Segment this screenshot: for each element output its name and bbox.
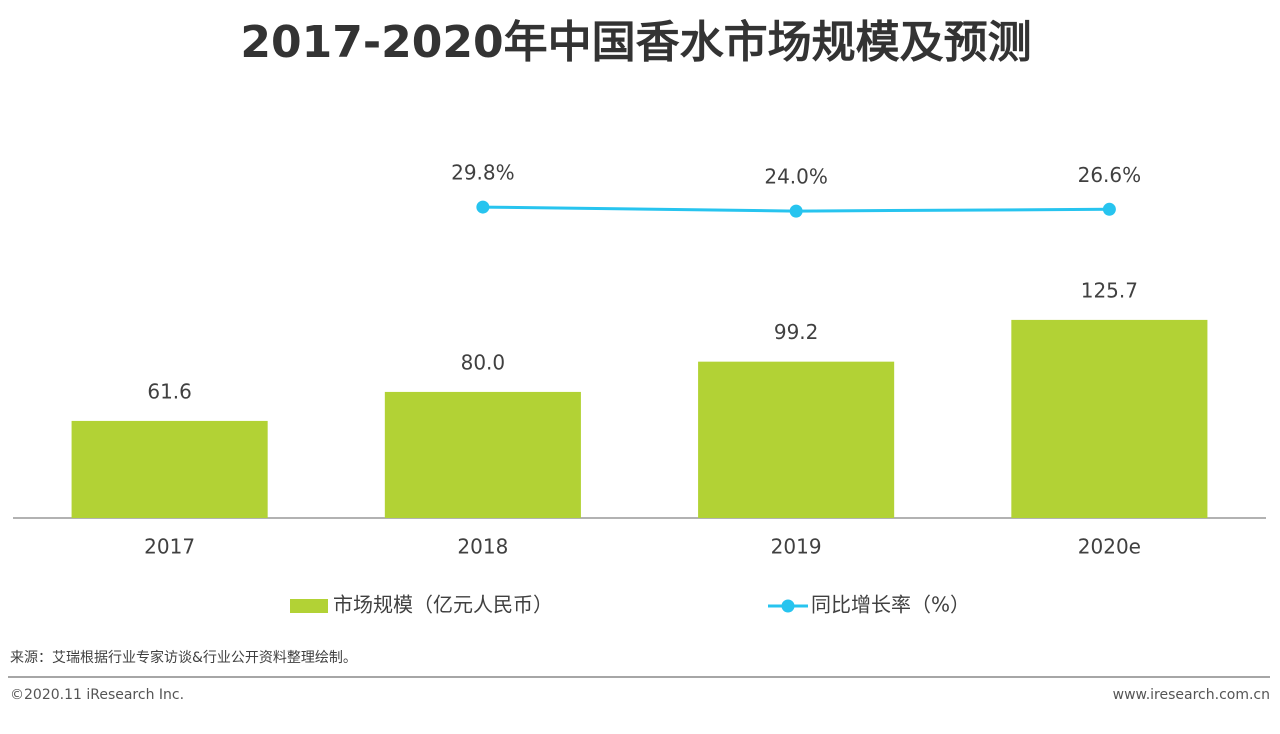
legend-label: 同比增长率（%） (811, 593, 970, 617)
line-point (476, 200, 490, 214)
legend-swatch (290, 599, 328, 613)
data-label: 61.6 (147, 379, 192, 403)
bar (384, 391, 581, 518)
copyright: ©2020.11 iResearch Inc. (10, 687, 184, 703)
line-point (789, 204, 803, 218)
data-label: 99.2 (774, 320, 819, 344)
data-label: 80.0 (461, 350, 506, 374)
x-tick-label: 2018 (457, 535, 508, 559)
source: 来源：艾瑞根据行业专家访谈&行业公开资料整理绘制。 (10, 649, 357, 666)
data-label: 125.7 (1081, 278, 1138, 302)
website: www.iresearch.com.cn (1113, 687, 1270, 703)
bar (698, 361, 895, 518)
chart-title: 2017-2020年中国香水市场规模及预测 (240, 17, 1031, 68)
line-point (1102, 202, 1116, 216)
x-tick-label: 2019 (771, 535, 822, 559)
bar (1011, 319, 1208, 518)
data-label: 29.8% (451, 161, 515, 185)
x-tick-label: 2020e (1078, 535, 1141, 559)
bar (71, 420, 268, 518)
legend-label: 市场规模（亿元人民币） (333, 593, 553, 617)
legend-swatch (781, 599, 795, 613)
data-label: 26.6% (1078, 163, 1142, 187)
x-tick-label: 2017 (144, 535, 195, 559)
data-label: 24.0% (764, 165, 828, 189)
